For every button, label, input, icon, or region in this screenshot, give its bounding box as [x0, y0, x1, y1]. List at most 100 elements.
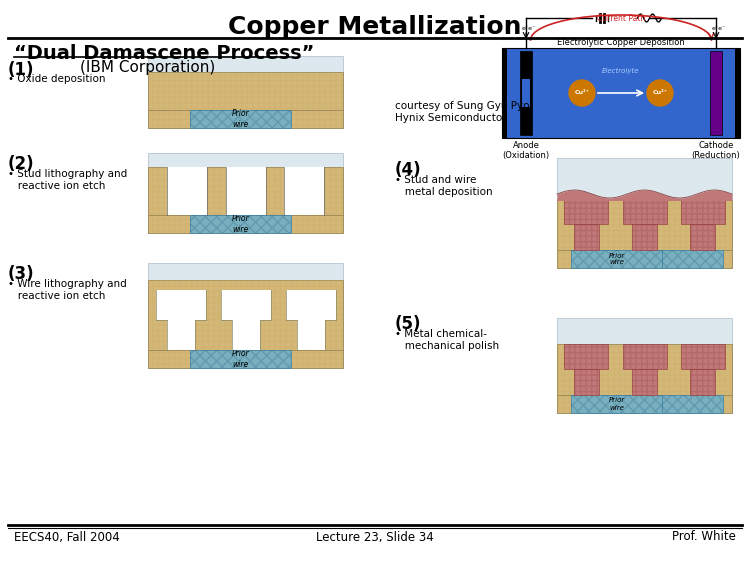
- Text: (2): (2): [8, 155, 34, 173]
- Bar: [226, 167, 266, 215]
- Bar: [502, 48, 740, 138]
- Bar: [681, 344, 724, 369]
- Bar: [564, 199, 608, 224]
- Bar: [571, 395, 662, 413]
- Bar: [564, 199, 608, 224]
- Text: Anode
(Oxidation): Anode (Oxidation): [503, 141, 550, 160]
- Text: (IBM Corporation): (IBM Corporation): [80, 60, 216, 75]
- Bar: [190, 350, 291, 368]
- Bar: [190, 110, 291, 128]
- Bar: [502, 48, 507, 138]
- Bar: [662, 250, 723, 268]
- Bar: [557, 344, 732, 395]
- Bar: [166, 320, 194, 350]
- Text: Electrolytic Copper Deposition: Electrolytic Copper Deposition: [557, 38, 685, 47]
- Bar: [148, 72, 343, 110]
- Bar: [690, 369, 715, 395]
- Bar: [735, 48, 740, 138]
- Text: Prior
wire: Prior wire: [608, 397, 625, 410]
- Text: (1): (1): [8, 61, 34, 79]
- Text: • Stud and wire
   metal deposition: • Stud and wire metal deposition: [395, 175, 493, 196]
- Bar: [622, 344, 667, 369]
- Text: Copper Metallization: Copper Metallization: [228, 15, 522, 39]
- Bar: [148, 56, 343, 128]
- Bar: [557, 158, 732, 268]
- Bar: [155, 290, 206, 320]
- Bar: [148, 215, 343, 233]
- Text: • Oxide deposition: • Oxide deposition: [8, 74, 106, 84]
- Bar: [190, 215, 291, 233]
- Text: “Dual Damascene Process”: “Dual Damascene Process”: [14, 44, 314, 63]
- Text: Current Path: Current Path: [597, 14, 645, 23]
- Text: (3): (3): [8, 265, 34, 283]
- Bar: [557, 395, 732, 413]
- Bar: [632, 224, 657, 250]
- Bar: [564, 344, 608, 369]
- Bar: [710, 51, 722, 135]
- Bar: [148, 153, 343, 233]
- Text: Prior
wire: Prior wire: [608, 252, 625, 266]
- Bar: [690, 224, 715, 250]
- Bar: [148, 167, 343, 215]
- Bar: [148, 350, 343, 368]
- Text: Prof. White: Prof. White: [672, 530, 736, 543]
- Bar: [622, 344, 667, 369]
- Bar: [557, 318, 732, 413]
- Bar: [574, 224, 598, 250]
- Bar: [284, 167, 324, 215]
- Bar: [220, 290, 271, 320]
- Text: Prior
wire: Prior wire: [232, 109, 249, 129]
- Text: EECS40, Fall 2004: EECS40, Fall 2004: [14, 530, 120, 543]
- Text: Cu²⁺: Cu²⁺: [574, 91, 590, 96]
- Bar: [681, 199, 724, 224]
- Bar: [148, 263, 343, 368]
- Bar: [190, 110, 291, 128]
- Text: (4): (4): [395, 161, 422, 179]
- Bar: [166, 167, 207, 215]
- Text: e⁻e⁻: e⁻e⁻: [522, 26, 536, 31]
- Bar: [148, 350, 343, 368]
- Bar: [232, 320, 260, 350]
- Bar: [557, 250, 732, 268]
- Text: courtesy of Sung Gyu Pyo,
Hynix Semiconductor: courtesy of Sung Gyu Pyo, Hynix Semicond…: [395, 101, 532, 123]
- Text: Prior
wire: Prior wire: [232, 349, 249, 369]
- Text: (5): (5): [395, 315, 422, 333]
- Bar: [632, 369, 657, 395]
- Bar: [564, 344, 608, 369]
- Bar: [148, 167, 343, 215]
- Bar: [662, 395, 723, 413]
- Bar: [622, 199, 667, 224]
- Bar: [557, 250, 732, 268]
- Bar: [522, 79, 530, 107]
- Bar: [574, 224, 598, 250]
- Bar: [190, 350, 291, 368]
- Bar: [681, 199, 724, 224]
- Circle shape: [647, 80, 673, 106]
- Bar: [574, 369, 598, 395]
- Bar: [681, 344, 724, 369]
- Bar: [148, 110, 343, 128]
- Bar: [557, 344, 732, 395]
- Text: e⁻e⁻: e⁻e⁻: [712, 26, 726, 31]
- Text: Electrolyte: Electrolyte: [602, 68, 640, 74]
- Bar: [662, 395, 723, 413]
- Bar: [662, 250, 723, 268]
- Bar: [571, 250, 662, 268]
- Text: • Metal chemical-
   mechanical polish: • Metal chemical- mechanical polish: [395, 329, 500, 351]
- Bar: [690, 224, 715, 250]
- Bar: [190, 215, 291, 233]
- Bar: [622, 199, 667, 224]
- Text: Lecture 23, Slide 34: Lecture 23, Slide 34: [316, 530, 434, 543]
- Text: Prior
wire: Prior wire: [232, 215, 249, 234]
- Bar: [557, 200, 732, 250]
- Bar: [148, 72, 343, 110]
- Bar: [520, 51, 532, 135]
- Bar: [571, 395, 662, 413]
- Bar: [148, 110, 343, 128]
- Bar: [632, 369, 657, 395]
- Bar: [571, 250, 662, 268]
- Bar: [286, 290, 335, 320]
- Circle shape: [569, 80, 595, 106]
- Bar: [574, 369, 598, 395]
- Bar: [148, 280, 343, 350]
